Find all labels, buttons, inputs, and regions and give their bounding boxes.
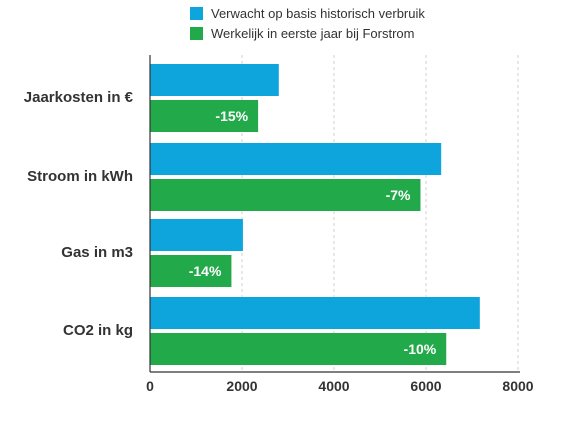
bar-data-label: -7% bbox=[386, 187, 411, 203]
legend-swatch bbox=[190, 7, 203, 20]
x-tick-label: 0 bbox=[146, 378, 154, 394]
bar-actual bbox=[150, 179, 421, 211]
bar-actual bbox=[150, 100, 259, 132]
bar-data-label: -14% bbox=[189, 263, 222, 279]
legend-label: Werkelijk in eerste jaar bij Forstrom bbox=[211, 26, 414, 41]
bar-data-label: -10% bbox=[404, 341, 437, 357]
category-label: Gas in m3 bbox=[61, 244, 133, 261]
category-label: Stroom in kWh bbox=[27, 168, 133, 185]
bar-actual bbox=[150, 255, 232, 287]
x-tick-label: 4000 bbox=[318, 378, 349, 394]
bar-expected bbox=[150, 143, 442, 175]
bar-expected bbox=[150, 219, 243, 251]
category-label: Jaarkosten in € bbox=[24, 89, 134, 106]
legend-swatch bbox=[190, 27, 203, 40]
category-label: CO2 in kg bbox=[63, 322, 133, 339]
bar-expected bbox=[150, 297, 480, 329]
bar-expected bbox=[150, 64, 279, 96]
x-tick-label: 2000 bbox=[226, 378, 257, 394]
bar-actual bbox=[150, 333, 447, 365]
bar-data-label: -15% bbox=[215, 108, 248, 124]
x-tick-label: 8000 bbox=[502, 378, 533, 394]
x-tick-label: 6000 bbox=[410, 378, 441, 394]
legend-label: Verwacht op basis historisch verbruik bbox=[211, 6, 425, 21]
